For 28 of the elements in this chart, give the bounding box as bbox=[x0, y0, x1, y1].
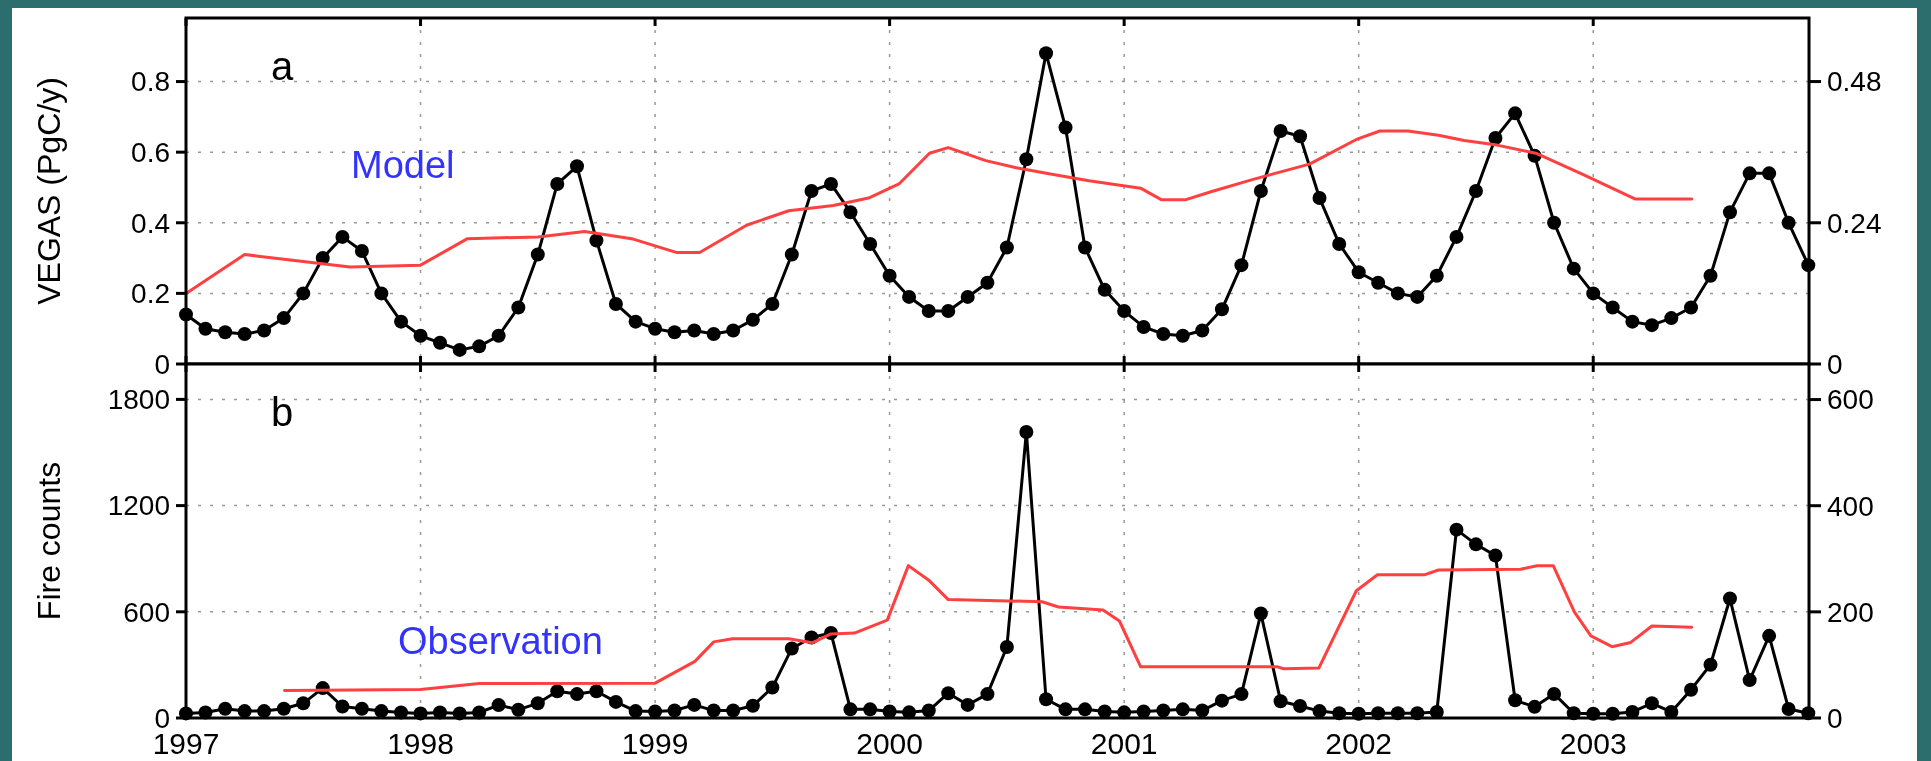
y-tick-label: 0.8 bbox=[131, 66, 170, 98]
x-tick-label: 2003 bbox=[1559, 727, 1627, 760]
y-tick-label: 600 bbox=[123, 596, 170, 628]
y2-tick-label: 600 bbox=[1827, 384, 1874, 416]
x-tick-label: 1998 bbox=[387, 727, 454, 760]
annotation: a bbox=[271, 44, 294, 88]
x-tick-label: 2002 bbox=[1325, 727, 1393, 760]
y-axis-title: Fire counts bbox=[31, 461, 67, 621]
y2-tick-label: 200 bbox=[1827, 596, 1874, 628]
y2-tick-label: 400 bbox=[1827, 490, 1874, 522]
y2-tick-label: 0.48 bbox=[1827, 66, 1882, 98]
y-tick-label: 0.2 bbox=[131, 278, 170, 310]
x-tick-label: 2001 bbox=[1090, 727, 1158, 760]
y-tick-label: 0.4 bbox=[131, 207, 170, 239]
annotation: b bbox=[271, 390, 294, 434]
y2-tick-label: 0 bbox=[1827, 702, 1843, 734]
y2-tick-label: 0 bbox=[1827, 348, 1843, 380]
y2-tick-label: 0.24 bbox=[1827, 207, 1882, 239]
y-tick-label: 1200 bbox=[107, 490, 170, 522]
annotation: Model bbox=[351, 144, 455, 186]
annotation: Observation bbox=[398, 620, 603, 662]
y-tick-label: 0.6 bbox=[131, 136, 170, 168]
y-tick-label: 1800 bbox=[107, 384, 170, 416]
x-tick-label: 2000 bbox=[856, 727, 923, 760]
y-axis-title: VEGAS (PgC/y) bbox=[31, 77, 67, 305]
x-tick-label: 1999 bbox=[621, 727, 689, 760]
y-tick-label: 0 bbox=[154, 348, 170, 380]
line-series bbox=[283, 564, 1694, 692]
